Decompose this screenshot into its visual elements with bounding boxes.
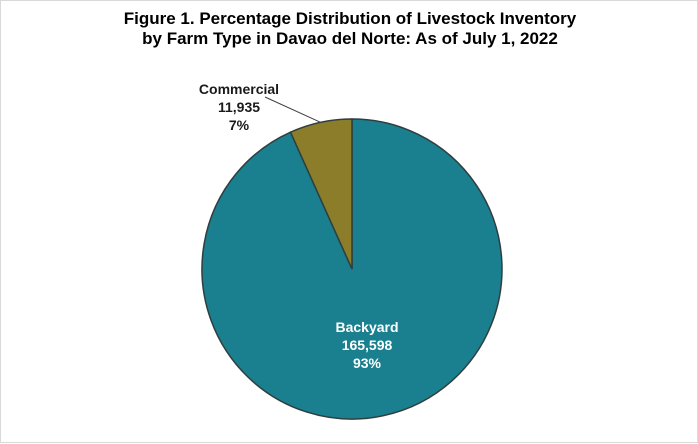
backyard-data-label: Backyard 165,598 93% (335, 319, 398, 371)
commercial-percent: 7% (229, 117, 250, 133)
chart-title-line-2: by Farm Type in Davao del Norte: As of J… (142, 29, 558, 48)
commercial-label: Commercial (199, 81, 279, 97)
backyard-percent: 93% (353, 355, 382, 371)
commercial-data-label: Commercial 11,935 7% (199, 81, 279, 133)
chart-title: Figure 1. Percentage Distribution of Liv… (1, 9, 698, 49)
commercial-value: 11,935 (218, 99, 260, 115)
chart-title-line-1: Figure 1. Percentage Distribution of Liv… (123, 9, 577, 28)
pie-slices (201, 118, 503, 420)
commercial-leader-line (264, 96, 321, 123)
pie-slice-commercial (289, 118, 353, 270)
backyard-value: 165,598 (342, 337, 393, 353)
backyard-label: Backyard (335, 319, 398, 335)
